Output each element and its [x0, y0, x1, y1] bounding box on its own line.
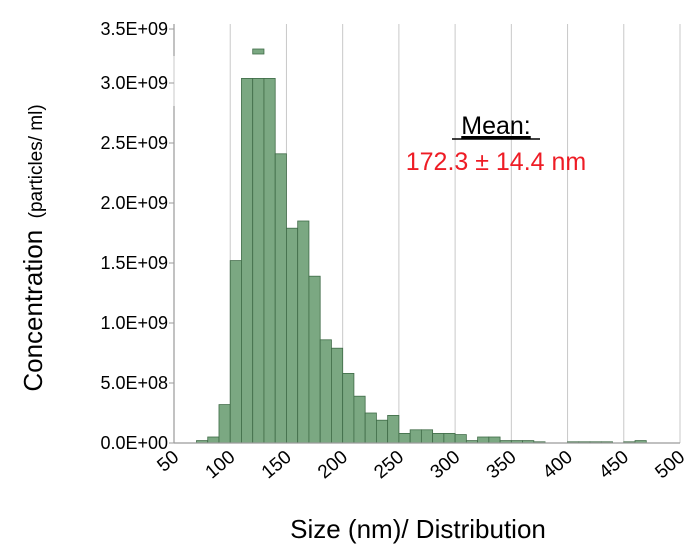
y-tick-label-0: 0.0E+00: [100, 433, 168, 453]
y-tick-label-4: 2.0E+09: [100, 193, 168, 213]
bar-240: [387, 414, 400, 444]
histogram-bars: [196, 48, 647, 444]
x-tick-label-300: 300: [427, 447, 465, 483]
bar-160: [297, 220, 310, 444]
bar-270: [420, 429, 434, 444]
bar-180: [319, 339, 332, 444]
bar-260: [409, 429, 422, 444]
y-axis-title-sub: (particles/ ml): [26, 104, 47, 218]
x-tick-label-450: 450: [595, 447, 633, 483]
bar-140: [274, 153, 287, 444]
x-tick-labels: 50 100 150 200 250 300 350 400 450 500: [154, 447, 688, 483]
bar-220: [364, 412, 377, 444]
bar-150: [286, 227, 299, 444]
bar-210: [353, 395, 366, 444]
x-tick-label-400: 400: [539, 447, 577, 483]
bar-120: [252, 78, 265, 444]
bar-280: [432, 432, 445, 444]
bar-90: [218, 404, 231, 444]
mean-annotation-value: 172.3 ± 14.4 nm: [406, 148, 587, 176]
x-tick-label-500: 500: [651, 447, 688, 483]
y-tick-label-1: 5.0E+08: [100, 373, 168, 393]
y-tick-label-7: 3.5E+09: [100, 19, 168, 39]
bar-100: [229, 260, 242, 444]
y-tick-labels: 0.0E+00 5.0E+08 1.0E+09 1.5E+09 2.0E+09 2.5E+…: [100, 19, 168, 453]
bar-250: [398, 432, 411, 444]
bar-110: [241, 78, 254, 444]
bar-peak-marker: [252, 48, 265, 55]
y-tick-label-5: 2.5E+09: [100, 133, 168, 153]
bar-290: [443, 432, 456, 444]
y-axis-title: Concentration (particles/ ml): [18, 104, 48, 391]
bar-190: [331, 347, 344, 444]
bar-230: [375, 419, 389, 444]
bar-130: [263, 78, 276, 444]
y-tick-label-2: 1.0E+09: [100, 313, 168, 333]
bar-300: [454, 434, 467, 444]
x-tick-label-150: 150: [258, 447, 296, 483]
axes: [169, 24, 680, 444]
x-tick-label-100: 100: [202, 447, 240, 483]
x-tick-label-350: 350: [483, 447, 521, 483]
grid-lines: [173, 24, 681, 443]
bar-80: [207, 436, 220, 444]
bar-320: [477, 436, 490, 444]
bar-170: [308, 275, 321, 444]
x-axis-title: Size (nm)/ Distribution: [290, 514, 546, 544]
bar-330: [488, 436, 501, 444]
y-axis-title-main: Concentration: [18, 230, 48, 392]
y-tick-label-3: 1.5E+09: [100, 253, 168, 273]
x-tick-label-250: 250: [370, 447, 408, 483]
y-tick-label-6: 3.0E+09: [100, 73, 168, 93]
x-tick-label-200: 200: [314, 447, 352, 483]
mean-annotation-title: Mean:: [461, 112, 530, 140]
bar-200: [342, 372, 355, 444]
